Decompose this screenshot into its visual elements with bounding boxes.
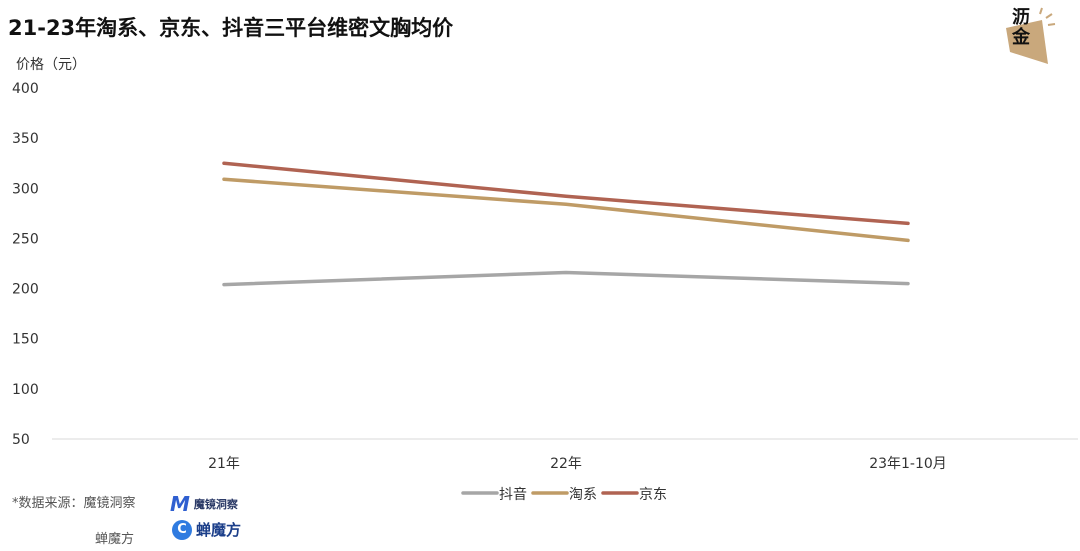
chanmofang-logo: C 蝉魔方 xyxy=(172,519,241,540)
series-line-抖音 xyxy=(222,270,910,287)
brand-shape-icon xyxy=(1006,7,1056,64)
data-source-text: *数据来源：魔镜洞察 xyxy=(12,496,136,511)
chart-title: 21-23年淘系、京东、抖音三平台维密文胸均价 xyxy=(8,16,454,40)
y-tick-label: 50 xyxy=(12,432,30,448)
y-tick-label: 100 xyxy=(12,382,39,398)
chanmofang-c-icon: C xyxy=(172,519,192,540)
brand-text-line1: 沥 xyxy=(1012,7,1030,28)
brand-text: 沥 金 xyxy=(1012,8,1030,48)
data-source-text-second: 蝉魔方 xyxy=(95,532,135,547)
x-tick-label: 22年 xyxy=(550,456,582,472)
y-axis-label: 价格（元） xyxy=(16,57,86,73)
mojing-m-icon: M xyxy=(170,492,190,516)
y-tick-label: 350 xyxy=(12,131,39,147)
chanmofang-logo-text: 蝉魔方 xyxy=(196,521,242,539)
x-tick-label: 21年 xyxy=(208,456,240,472)
legend-label: 淘系 xyxy=(569,487,597,503)
series-line-淘系 xyxy=(222,177,910,243)
y-tick-label: 200 xyxy=(12,282,39,298)
series-line-京东 xyxy=(222,161,910,226)
brand-logo: 沥 金 xyxy=(1000,6,1060,66)
x-tick-label: 23年1-10月 xyxy=(869,456,947,472)
y-tick-label: 300 xyxy=(12,181,39,197)
legend-label: 抖音 xyxy=(499,486,527,503)
y-tick-label: 250 xyxy=(12,231,39,247)
mojing-logo-text: 魔镜洞察 xyxy=(193,498,238,511)
mojing-logo: M 魔镜洞察 xyxy=(170,492,238,516)
y-tick-label: 150 xyxy=(12,332,39,348)
brand-text-line2: 金 xyxy=(1012,27,1030,48)
legend-label: 京东 xyxy=(639,487,667,503)
y-tick-label: 400 xyxy=(12,81,39,97)
